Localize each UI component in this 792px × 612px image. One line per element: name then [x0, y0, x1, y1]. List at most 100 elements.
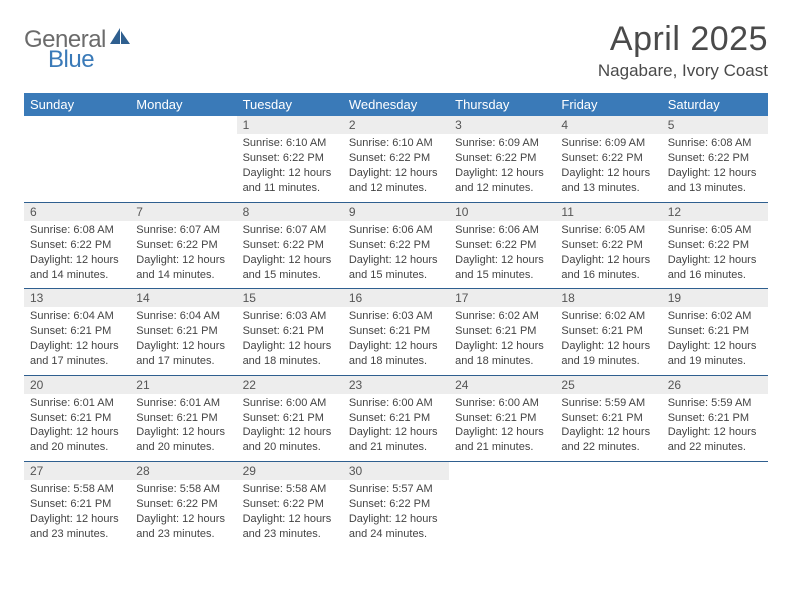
day-number: 7 [130, 202, 236, 221]
sunset-line: Sunset: 6:22 PM [668, 238, 762, 253]
day-number: 30 [343, 461, 449, 480]
daylight-line: Daylight: 12 hours and 20 minutes. [136, 425, 230, 455]
day-content: Sunrise: 6:07 AMSunset: 6:22 PMDaylight:… [130, 221, 236, 288]
daylight-line: Daylight: 12 hours and 16 minutes. [668, 253, 762, 283]
daylight-line: Daylight: 12 hours and 21 minutes. [349, 425, 443, 455]
sunrise-line: Sunrise: 6:10 AM [243, 136, 337, 151]
calendar-cell: 9Sunrise: 6:06 AMSunset: 6:22 PMDaylight… [343, 202, 449, 288]
day-number: 23 [343, 375, 449, 394]
calendar-week: 1Sunrise: 6:10 AMSunset: 6:22 PMDaylight… [24, 116, 768, 202]
day-number: 9 [343, 202, 449, 221]
day-content: Sunrise: 6:00 AMSunset: 6:21 PMDaylight:… [449, 394, 555, 461]
daylight-line: Daylight: 12 hours and 24 minutes. [349, 512, 443, 542]
day-header: Sunday [24, 93, 130, 116]
sunrise-line: Sunrise: 5:59 AM [561, 396, 655, 411]
sunset-line: Sunset: 6:22 PM [30, 238, 124, 253]
day-number: 28 [130, 461, 236, 480]
day-content: Sunrise: 5:59 AMSunset: 6:21 PMDaylight:… [662, 394, 768, 461]
sunrise-line: Sunrise: 6:06 AM [455, 223, 549, 238]
calendar-cell: 19Sunrise: 6:02 AMSunset: 6:21 PMDayligh… [662, 288, 768, 374]
sunrise-line: Sunrise: 6:05 AM [561, 223, 655, 238]
sunrise-line: Sunrise: 6:00 AM [455, 396, 549, 411]
day-number: 3 [449, 116, 555, 134]
day-content: Sunrise: 6:07 AMSunset: 6:22 PMDaylight:… [237, 221, 343, 288]
sunrise-line: Sunrise: 6:00 AM [243, 396, 337, 411]
calendar-cell: 6Sunrise: 6:08 AMSunset: 6:22 PMDaylight… [24, 202, 130, 288]
sunset-line: Sunset: 6:21 PM [668, 324, 762, 339]
sunset-line: Sunset: 6:21 PM [455, 324, 549, 339]
day-number: 22 [237, 375, 343, 394]
daylight-line: Daylight: 12 hours and 15 minutes. [455, 253, 549, 283]
calendar-cell: 1Sunrise: 6:10 AMSunset: 6:22 PMDaylight… [237, 116, 343, 202]
calendar-cell: 12Sunrise: 6:05 AMSunset: 6:22 PMDayligh… [662, 202, 768, 288]
day-content: Sunrise: 6:02 AMSunset: 6:21 PMDaylight:… [449, 307, 555, 374]
daylight-line: Daylight: 12 hours and 15 minutes. [349, 253, 443, 283]
day-content: Sunrise: 6:05 AMSunset: 6:22 PMDaylight:… [662, 221, 768, 288]
logo-second-line: Blue [24, 46, 94, 74]
calendar-cell: 25Sunrise: 5:59 AMSunset: 6:21 PMDayligh… [555, 375, 661, 461]
day-content: Sunrise: 6:05 AMSunset: 6:22 PMDaylight:… [555, 221, 661, 288]
sunset-line: Sunset: 6:21 PM [561, 324, 655, 339]
day-number: 17 [449, 288, 555, 307]
sunset-line: Sunset: 6:21 PM [30, 411, 124, 426]
sunset-line: Sunset: 6:21 PM [30, 497, 124, 512]
sunrise-line: Sunrise: 6:01 AM [30, 396, 124, 411]
calendar-cell: 30Sunrise: 5:57 AMSunset: 6:22 PMDayligh… [343, 461, 449, 547]
daylight-line: Daylight: 12 hours and 20 minutes. [243, 425, 337, 455]
daylight-line: Daylight: 12 hours and 18 minutes. [349, 339, 443, 369]
daylight-line: Daylight: 12 hours and 22 minutes. [561, 425, 655, 455]
daylight-line: Daylight: 12 hours and 16 minutes. [561, 253, 655, 283]
daylight-line: Daylight: 12 hours and 12 minutes. [455, 166, 549, 196]
sunrise-line: Sunrise: 6:05 AM [668, 223, 762, 238]
day-content: Sunrise: 6:09 AMSunset: 6:22 PMDaylight:… [555, 134, 661, 201]
daylight-line: Daylight: 12 hours and 21 minutes. [455, 425, 549, 455]
page-title: April 2025 [598, 20, 768, 59]
sunrise-line: Sunrise: 5:59 AM [668, 396, 762, 411]
calendar-cell: 26Sunrise: 5:59 AMSunset: 6:21 PMDayligh… [662, 375, 768, 461]
calendar-week: 27 Sunrise: 5:58 AMSunset: 6:21 PM Dayligh… [24, 461, 768, 547]
day-number [24, 116, 130, 134]
sunrise-line: Sunrise: 6:01 AM [136, 396, 230, 411]
calendar-cell: 5Sunrise: 6:08 AMSunset: 6:22 PMDaylight… [662, 116, 768, 202]
calendar-cell: 16Sunrise: 6:03 AMSunset: 6:21 PMDayligh… [343, 288, 449, 374]
sunrise-line: Sunrise: 6:08 AM [30, 223, 124, 238]
day-content: Sunrise: 6:04 AMSunset: 6:21 PMDaylight:… [130, 307, 236, 374]
daylight-line: Daylight: 12 hours and 17 minutes. [136, 339, 230, 369]
day-number [662, 461, 768, 480]
day-content: Sunrise: 6:01 AMSunset: 6:21 PMDaylight:… [130, 394, 236, 461]
sunset-line: Sunset: 6:21 PM [668, 411, 762, 426]
sail-icon [110, 27, 132, 50]
day-content: Sunrise: 6:08 AMSunset: 6:22 PMDaylight:… [24, 221, 130, 288]
daylight-line: Daylight: 12 hours and 23 minutes. [243, 512, 337, 542]
calendar-cell: 23Sunrise: 6:00 AMSunset: 6:21 PMDayligh… [343, 375, 449, 461]
sunset-line: Sunset: 6:22 PM [243, 497, 337, 512]
sunrise-line: Sunrise: 6:09 AM [455, 136, 549, 151]
daylight-line: Daylight: 12 hours and 22 minutes. [668, 425, 762, 455]
sunset-line: Sunset: 6:22 PM [136, 497, 230, 512]
page: General April 2025 Nagabare, Ivory Coast… [0, 0, 792, 568]
logo-text-blue: Blue [48, 46, 94, 73]
daylight-line: Daylight: 12 hours and 20 minutes. [30, 425, 124, 455]
sunset-line: Sunset: 6:21 PM [243, 324, 337, 339]
day-number: 27 [24, 461, 130, 480]
day-number: 14 [130, 288, 236, 307]
title-block: April 2025 Nagabare, Ivory Coast [598, 20, 768, 81]
calendar-cell: 17Sunrise: 6:02 AMSunset: 6:21 PMDayligh… [449, 288, 555, 374]
calendar-cell: 11Sunrise: 6:05 AMSunset: 6:22 PMDayligh… [555, 202, 661, 288]
sunrise-line: Sunrise: 5:58 AM [30, 482, 124, 497]
day-number: 11 [555, 202, 661, 221]
daylight-line: Daylight: 12 hours and 14 minutes. [136, 253, 230, 283]
calendar-cell [449, 461, 555, 547]
daylight-line: Daylight: 12 hours and 14 minutes. [30, 253, 124, 283]
daylight-line: Daylight: 12 hours and 15 minutes. [243, 253, 337, 283]
sunset-line: Sunset: 6:21 PM [561, 411, 655, 426]
sunrise-line: Sunrise: 6:09 AM [561, 136, 655, 151]
calendar-cell: 8Sunrise: 6:07 AMSunset: 6:22 PMDaylight… [237, 202, 343, 288]
day-content: Sunrise: 6:09 AMSunset: 6:22 PMDaylight:… [449, 134, 555, 201]
calendar-cell: 22Sunrise: 6:00 AMSunset: 6:21 PMDayligh… [237, 375, 343, 461]
sunrise-line: Sunrise: 6:10 AM [349, 136, 443, 151]
sunset-line: Sunset: 6:21 PM [136, 324, 230, 339]
day-number: 29 [237, 461, 343, 480]
calendar-cell: 24Sunrise: 6:00 AMSunset: 6:21 PMDayligh… [449, 375, 555, 461]
calendar-cell: 18Sunrise: 6:02 AMSunset: 6:21 PMDayligh… [555, 288, 661, 374]
